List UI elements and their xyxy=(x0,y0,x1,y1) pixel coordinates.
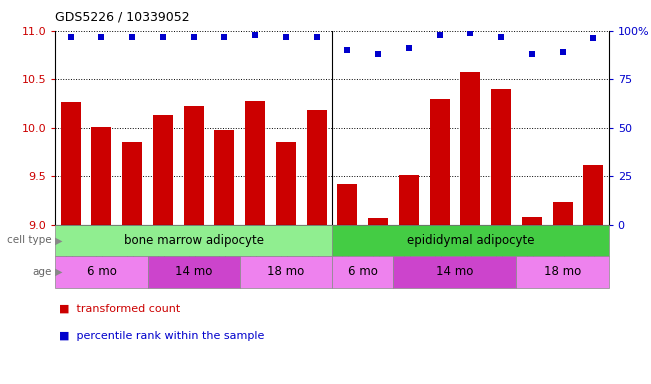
Bar xyxy=(214,130,234,225)
Point xyxy=(219,33,230,40)
Bar xyxy=(153,115,173,225)
Point xyxy=(496,33,506,40)
Point xyxy=(342,47,353,53)
Point xyxy=(311,33,322,40)
Bar xyxy=(368,218,388,225)
Bar xyxy=(61,101,81,225)
Point xyxy=(557,49,568,55)
Text: 14 mo: 14 mo xyxy=(175,265,212,278)
Point xyxy=(434,31,445,38)
Text: 18 mo: 18 mo xyxy=(268,265,305,278)
Bar xyxy=(240,256,332,288)
Bar xyxy=(276,142,296,225)
Bar xyxy=(307,110,327,225)
Bar xyxy=(332,256,393,288)
Bar xyxy=(430,99,450,225)
Text: 14 mo: 14 mo xyxy=(436,265,474,278)
Bar xyxy=(553,202,573,225)
Text: ▶: ▶ xyxy=(55,267,62,277)
Bar xyxy=(55,256,148,288)
Text: age: age xyxy=(33,267,52,277)
Point xyxy=(66,33,76,40)
Point xyxy=(96,33,107,40)
Text: cell type: cell type xyxy=(7,235,52,245)
Point xyxy=(373,51,383,57)
Text: ■  percentile rank within the sample: ■ percentile rank within the sample xyxy=(59,331,264,341)
Point xyxy=(158,33,168,40)
Point xyxy=(527,51,537,57)
Point xyxy=(404,45,414,51)
Bar xyxy=(399,175,419,225)
Bar xyxy=(393,256,516,288)
Bar xyxy=(460,73,480,225)
Bar xyxy=(522,217,542,225)
Point xyxy=(281,33,291,40)
Bar xyxy=(148,256,240,288)
Point xyxy=(588,35,598,41)
Bar xyxy=(55,225,332,256)
Text: bone marrow adipocyte: bone marrow adipocyte xyxy=(124,234,264,247)
Text: GDS5226 / 10339052: GDS5226 / 10339052 xyxy=(55,10,190,23)
Point xyxy=(465,30,475,36)
Bar xyxy=(516,256,609,288)
Text: ■  transformed count: ■ transformed count xyxy=(59,304,180,314)
Point xyxy=(250,31,260,38)
Text: ▶: ▶ xyxy=(55,235,62,245)
Bar xyxy=(245,101,265,225)
Bar xyxy=(491,89,511,225)
Bar xyxy=(332,225,609,256)
Bar xyxy=(583,164,603,225)
Point xyxy=(189,33,199,40)
Bar xyxy=(184,106,204,225)
Bar xyxy=(337,184,357,225)
Text: 18 mo: 18 mo xyxy=(544,265,581,278)
Bar xyxy=(91,127,111,225)
Text: epididymal adipocyte: epididymal adipocyte xyxy=(407,234,534,247)
Point xyxy=(127,33,137,40)
Bar xyxy=(122,142,142,225)
Text: 6 mo: 6 mo xyxy=(87,265,117,278)
Text: 6 mo: 6 mo xyxy=(348,265,378,278)
